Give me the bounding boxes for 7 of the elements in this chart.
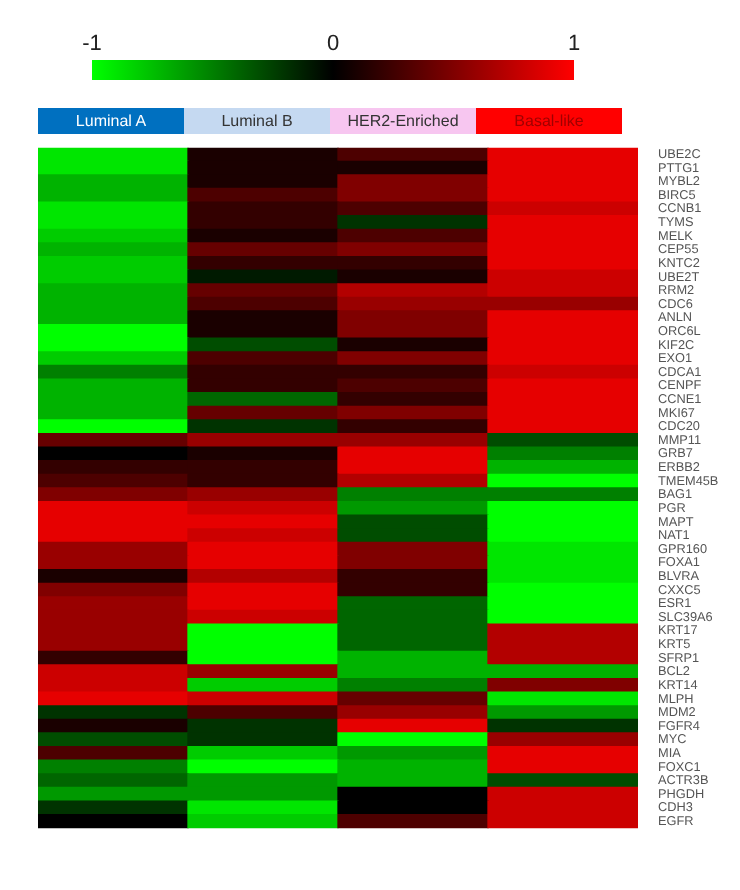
x-tick-label: Luminal B — [184, 108, 330, 134]
x-tick-label: Luminal A — [38, 108, 184, 134]
color-bar-label: -1 — [80, 32, 104, 56]
color-bar-label: 0 — [324, 32, 342, 56]
x-tick-label: Basal-like — [476, 108, 622, 134]
x-tick-label: HER2-Enriched — [330, 108, 476, 134]
color-bar-label: 1 — [565, 32, 583, 56]
